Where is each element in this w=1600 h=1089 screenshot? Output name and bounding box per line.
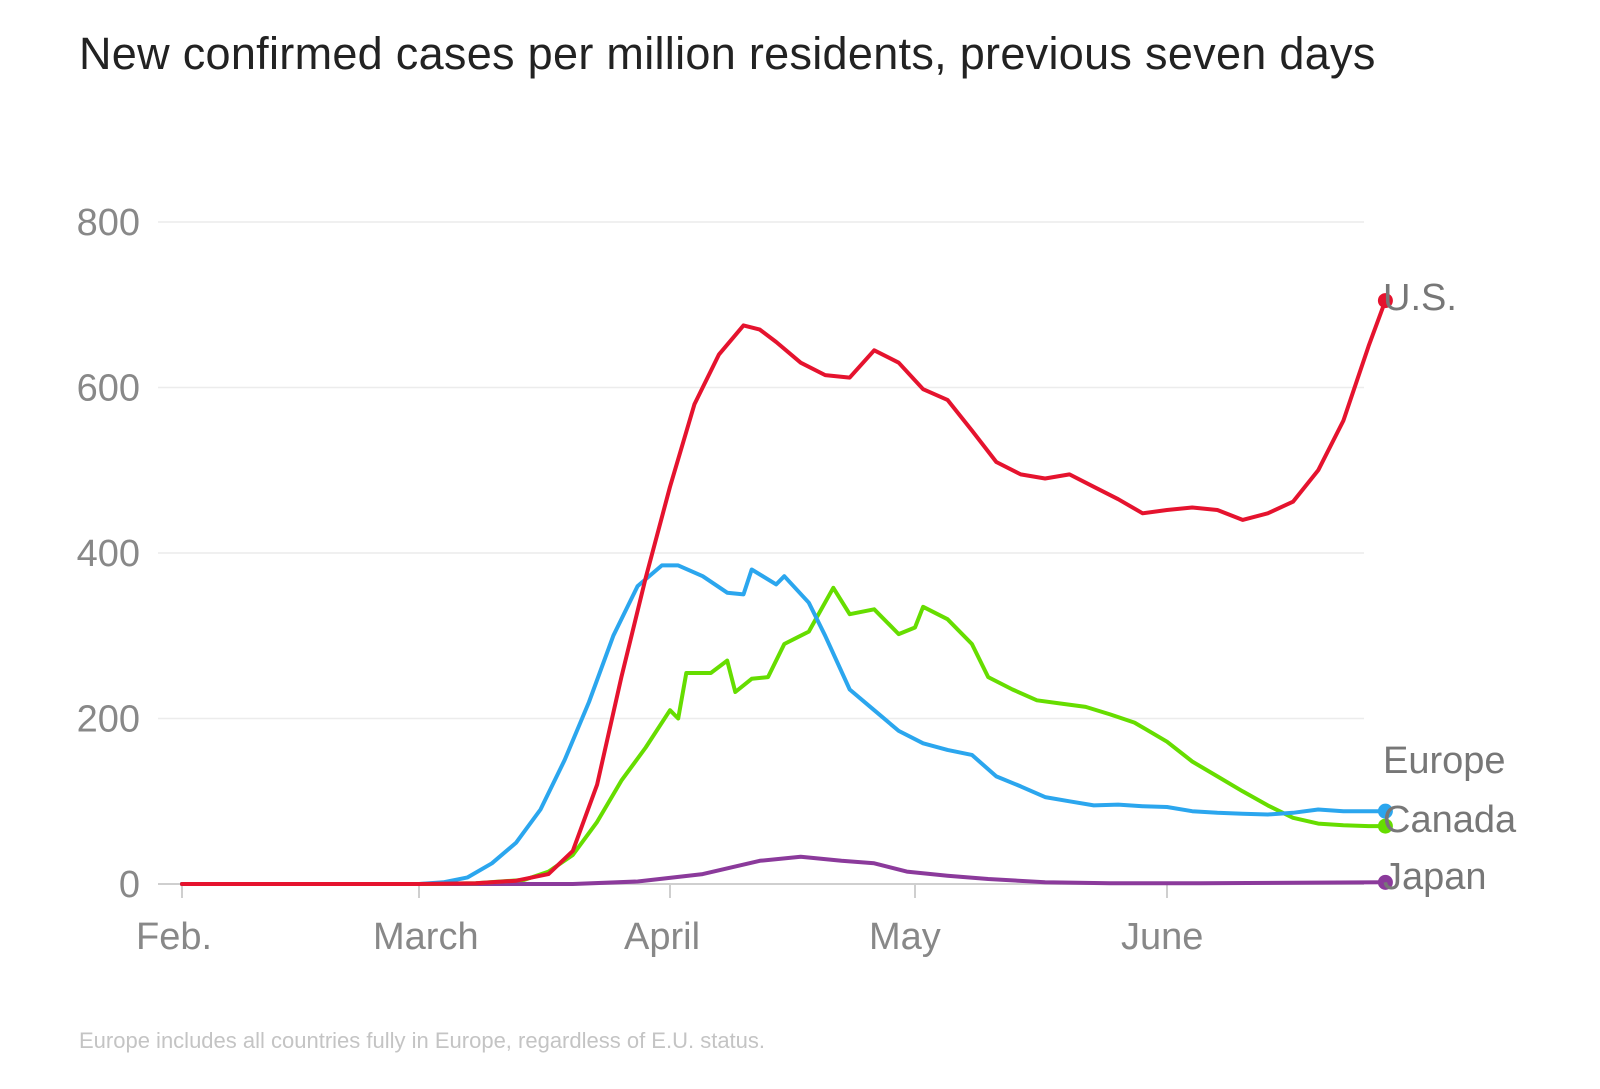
series-end-dot-japan [1377, 874, 1393, 890]
series-label-europe: Europe [1383, 740, 1506, 782]
x-tick-label-march: March [373, 916, 479, 958]
series-label-japan: Japan [1383, 856, 1487, 898]
series-line-u-s [180, 298, 1388, 886]
chart-title: New confirmed cases per million resident… [79, 28, 1376, 79]
series-label-canada: Canada [1383, 799, 1517, 841]
x-tick-label-feb: Feb. [136, 916, 212, 958]
x-tick-label-april: April [624, 916, 700, 958]
y-tick-label-800: 800 [77, 202, 140, 244]
series-lines [180, 293, 1393, 890]
x-tick-label-may: May [869, 916, 941, 958]
series-line-japan [180, 854, 1388, 886]
series-line-europe [180, 563, 1388, 886]
x-tick-label-june: June [1121, 916, 1203, 958]
series-labels: U.S. Europe Canada Japan [1383, 277, 1517, 898]
y-tick-label-200: 200 [77, 699, 140, 741]
gridlines: 0 200 400 600 800 [77, 202, 1364, 906]
series-end-dot-u-s [1377, 293, 1393, 309]
chart-footnote: Europe includes all countries fully in E… [79, 1028, 766, 1053]
y-tick-label-600: 600 [77, 368, 140, 410]
y-tick-label-400: 400 [77, 533, 140, 575]
series-label-u-s: U.S. [1383, 277, 1457, 319]
y-tick-label-0: 0 [119, 864, 140, 906]
series-end-dot-canada [1377, 818, 1393, 834]
x-axis: Feb. March April May June [136, 883, 1364, 958]
series-end-dot-europe [1377, 803, 1393, 819]
series-line-canada [180, 585, 1388, 886]
